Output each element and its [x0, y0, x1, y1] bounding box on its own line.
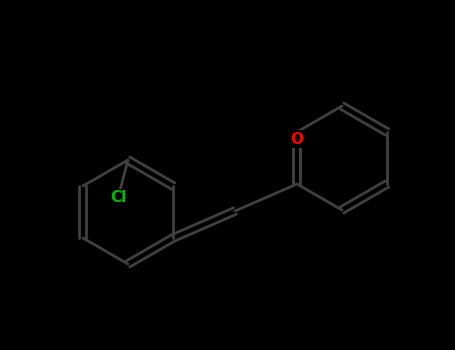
Text: Cl: Cl — [110, 190, 126, 205]
Text: O: O — [290, 132, 303, 147]
